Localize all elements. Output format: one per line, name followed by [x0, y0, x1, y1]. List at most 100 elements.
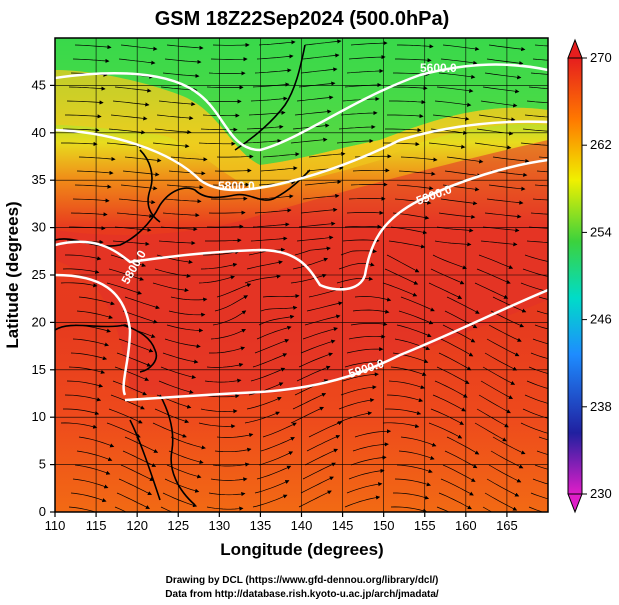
streamline: [306, 434, 341, 452]
y-tick-label: 5: [39, 457, 46, 472]
streamline: [152, 282, 189, 293]
streamline: [393, 492, 430, 500]
streamline: [114, 506, 127, 512]
streamline: [440, 198, 478, 206]
streamline: [528, 366, 548, 374]
streamline: [168, 310, 206, 317]
streamline: [398, 170, 436, 176]
streamline: [400, 296, 435, 312]
plot-area: [55, 38, 548, 512]
streamline: [478, 114, 516, 122]
x-tick-label: 115: [86, 518, 107, 533]
streamline: [65, 114, 102, 119]
streamline: [72, 198, 110, 203]
streamline: [214, 447, 252, 453]
contour-5900-south: [124, 288, 548, 402]
contour-label-5800-north: 5800.0: [218, 179, 255, 193]
x-tick-label: 160: [455, 518, 477, 533]
streamline: [208, 210, 246, 215]
streamlines: [60, 39, 548, 512]
contour-5800-north: [55, 120, 548, 192]
streamline: [210, 196, 248, 201]
streamline: [198, 275, 235, 284]
streamline: [162, 492, 198, 508]
streamline: [536, 310, 548, 315]
streamline: [254, 68, 292, 74]
streamline: [344, 359, 382, 368]
streamline: [474, 142, 512, 150]
x-tick-label: 135: [250, 518, 272, 533]
x-tick-label: 140: [291, 518, 313, 533]
colorbar-tick-label: 270: [590, 50, 612, 65]
streamline: [170, 296, 208, 302]
streamline: [252, 494, 288, 508]
streamline: [256, 54, 294, 60]
streamline: [68, 366, 106, 374]
streamline: [62, 268, 100, 274]
x-tick-label: 125: [167, 518, 189, 533]
streamline: [205, 238, 242, 243]
streamline: [106, 422, 141, 438]
x-tick-label: 165: [496, 518, 518, 533]
streamline: [530, 492, 548, 500]
streamline: [396, 324, 432, 338]
streamline: [350, 455, 387, 466]
streamline: [336, 138, 374, 144]
streamline: [252, 353, 288, 368]
y-tick-label: 15: [32, 362, 46, 377]
streamline: [170, 436, 206, 450]
streamline: [486, 478, 520, 497]
streamline: [474, 422, 507, 442]
streamline: [432, 254, 467, 270]
streamline: [346, 347, 384, 354]
streamline: [484, 352, 518, 371]
streamline: [202, 113, 240, 118]
streamline: [214, 295, 249, 312]
streamline: [76, 450, 113, 462]
streamline: [348, 54, 386, 60]
streamline: [212, 310, 247, 326]
streamline: [482, 86, 520, 94]
x-axis-label: Longitude (degrees): [220, 540, 383, 559]
streamline: [528, 86, 548, 89]
streamline: [76, 170, 114, 175]
streamline: [120, 44, 158, 51]
streamline: [290, 406, 325, 424]
streamline: [300, 67, 338, 74]
streamline: [480, 100, 518, 108]
streamline: [116, 212, 154, 219]
streamline: [538, 436, 548, 441]
streamline: [63, 128, 100, 133]
streamline: [216, 433, 254, 438]
streamline: [534, 184, 548, 187]
streamline: [112, 240, 150, 246]
streamline: [346, 482, 383, 494]
streamline: [386, 254, 420, 273]
streamline: [124, 296, 160, 310]
streamline: [78, 436, 115, 448]
streamline: [522, 408, 548, 419]
streamline: [348, 334, 386, 340]
streamline: [388, 240, 426, 249]
streamline: [78, 156, 116, 162]
streamline: [538, 296, 548, 300]
streamline: [522, 128, 548, 132]
streamline: [308, 421, 343, 438]
streamline: [436, 506, 450, 512]
streamline: [262, 152, 300, 158]
streamline: [168, 450, 204, 464]
streamline: [154, 128, 192, 135]
streamline: [446, 436, 480, 455]
x-tick-label: 110: [45, 518, 66, 533]
streamline: [346, 68, 384, 74]
streamline: [382, 422, 420, 429]
streamline: [492, 156, 530, 164]
streamline: [387, 113, 424, 119]
streamline: [246, 260, 283, 270]
colorbar-tick-label: 246: [590, 312, 612, 327]
streamline: [108, 408, 143, 424]
streamline: [124, 156, 162, 163]
streamline: [352, 309, 390, 314]
streamline: [428, 142, 466, 149]
streamline: [258, 451, 294, 466]
